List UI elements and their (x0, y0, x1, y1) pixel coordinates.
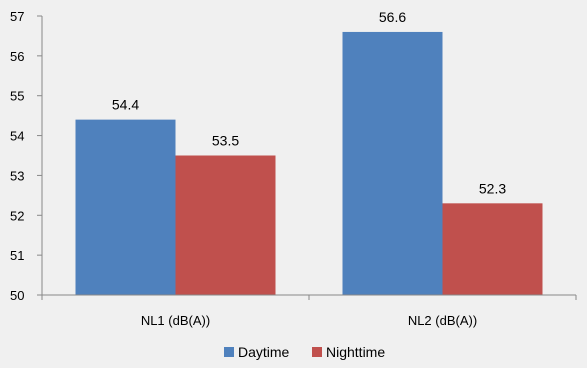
y-tick-label: 52 (10, 208, 24, 223)
data-label: 56.6 (379, 9, 406, 25)
data-label: 53.5 (212, 133, 239, 149)
y-tick-label: 56 (10, 49, 24, 64)
x-tick-label: NL2 (dB(A)) (408, 313, 477, 328)
y-axis-ticks: 50 51 52 53 54 55 56 57 (10, 9, 42, 303)
legend: Daytime Nighttime (224, 344, 385, 360)
bar (75, 119, 176, 295)
y-tick-label: 53 (10, 168, 24, 183)
bar (442, 203, 543, 295)
legend-label: Nighttime (326, 344, 385, 360)
y-tick-label: 51 (10, 248, 24, 263)
y-tick-label: 55 (10, 89, 24, 104)
legend-swatch (224, 347, 234, 357)
y-tick-label: 54 (10, 129, 24, 144)
y-tick-label: 50 (10, 288, 24, 303)
data-label: 54.4 (112, 97, 139, 113)
legend-swatch (312, 347, 322, 357)
legend-label: Daytime (238, 344, 290, 360)
bar (342, 31, 443, 295)
data-labels: 54.4 53.5 56.6 52.3 (112, 9, 506, 196)
x-axis-ticks (41, 295, 577, 300)
bars (75, 31, 543, 295)
x-tick-label: NL1 (dB(A)) (141, 313, 210, 328)
data-label: 52.3 (479, 180, 506, 196)
y-tick-label: 57 (10, 9, 24, 24)
x-axis-labels: NL1 (dB(A)) NL2 (dB(A)) (141, 313, 477, 328)
bar (175, 155, 276, 295)
